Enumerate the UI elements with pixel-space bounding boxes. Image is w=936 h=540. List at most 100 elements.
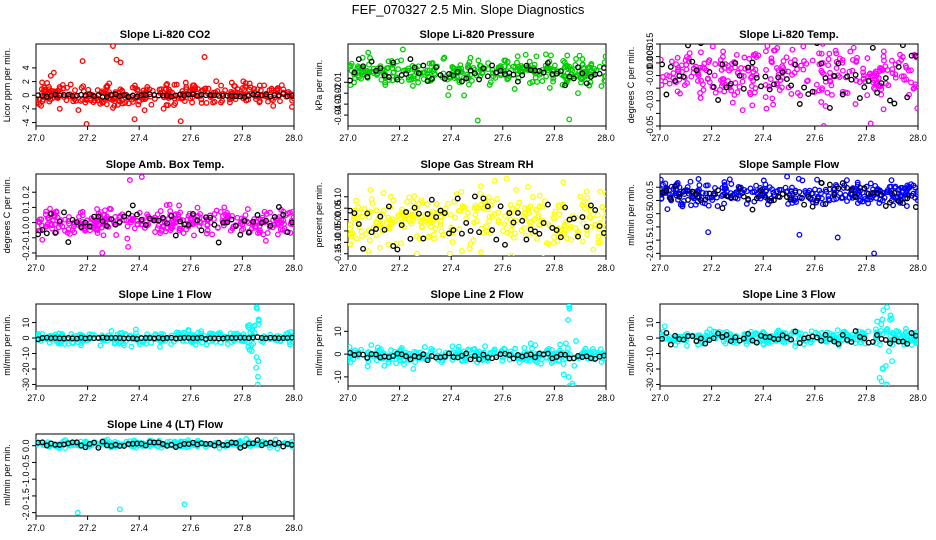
reference-point — [390, 243, 397, 249]
reference-point — [364, 354, 371, 361]
data-point — [809, 57, 816, 64]
reference-point — [390, 59, 397, 66]
reference-point — [861, 84, 868, 91]
data-point — [416, 200, 422, 207]
data-point — [261, 208, 268, 215]
reference-point — [753, 195, 760, 202]
reference-point — [826, 181, 833, 188]
reference-point — [740, 85, 747, 92]
reference-point — [745, 330, 752, 337]
panel-rh: Slope Gas Stream RH 27.0 27.2 27.4 27.6 27.8 2… — [314, 159, 615, 273]
data-point — [839, 67, 846, 74]
data-point — [789, 190, 796, 197]
data-point — [875, 187, 882, 194]
outlier-point — [575, 90, 581, 97]
x-tick-label: 27.2 — [391, 133, 409, 143]
reference-point — [403, 209, 410, 216]
data-point — [562, 227, 569, 234]
data-point — [573, 338, 579, 344]
data-point — [580, 199, 587, 206]
reference-point — [848, 338, 855, 345]
reference-point — [536, 230, 543, 237]
data-point — [717, 86, 723, 93]
data-point — [460, 204, 467, 211]
x-tick-label: 27.6 — [806, 133, 824, 143]
data-point — [266, 87, 273, 94]
reference-point — [805, 91, 812, 98]
data-point — [660, 176, 664, 183]
reference-point — [519, 217, 526, 224]
reference-point — [168, 441, 175, 448]
data-point — [798, 62, 804, 69]
outlier-point — [414, 250, 421, 256]
reference-point — [663, 187, 670, 194]
data-point — [56, 105, 63, 112]
data-point — [80, 83, 87, 90]
data-point — [699, 81, 706, 88]
data-point — [762, 94, 769, 101]
data-point — [113, 232, 120, 238]
data-point — [473, 218, 480, 225]
reference-point — [592, 207, 599, 213]
reference-point — [904, 340, 911, 347]
reference-point — [484, 73, 491, 80]
reference-point — [600, 352, 606, 359]
data-point — [393, 360, 400, 367]
data-point — [70, 98, 77, 105]
data-point — [348, 241, 354, 248]
reference-point — [801, 84, 808, 91]
data-point — [854, 179, 861, 186]
y-tick-label: -4 — [21, 119, 31, 127]
data-point — [39, 236, 46, 243]
reference-point — [865, 78, 872, 84]
data-point — [547, 52, 554, 59]
data-point — [546, 84, 553, 91]
data-point — [770, 101, 777, 108]
data-point — [501, 57, 508, 64]
points-co2 — [36, 44, 294, 126]
y-axis-label: ml/min per min. — [626, 184, 636, 246]
y-tick-label: 0 — [21, 93, 31, 98]
data-point — [751, 188, 758, 195]
x-tick-label: 28.0 — [285, 133, 303, 143]
reference-point — [540, 220, 547, 226]
data-point — [764, 44, 771, 49]
data-point — [790, 328, 797, 335]
panel-pressure: Slope Li-820 Pressure 27.0 27.2 27.4 27.6 27.… — [314, 29, 615, 143]
data-point — [145, 221, 152, 228]
reference-point — [476, 76, 483, 83]
data-point — [487, 349, 494, 356]
reference-point — [544, 201, 551, 208]
x-tick-label: 27.0 — [651, 133, 669, 143]
x-tick-label: 27.6 — [182, 133, 200, 143]
outlier-point — [491, 177, 498, 184]
reference-point — [839, 331, 846, 338]
data-point — [721, 179, 728, 186]
reference-point — [415, 70, 422, 77]
data-point — [562, 219, 569, 226]
reference-point — [544, 59, 551, 66]
reference-point — [420, 235, 427, 242]
reference-point — [82, 444, 89, 451]
data-point — [499, 357, 506, 364]
reference-point — [506, 210, 513, 217]
data-point — [185, 443, 192, 450]
data-point — [694, 77, 701, 84]
data-point — [64, 84, 70, 91]
data-point — [472, 211, 479, 218]
data-point — [564, 52, 571, 59]
data-point — [258, 337, 265, 344]
outlier-point — [879, 316, 886, 323]
data-point — [695, 176, 702, 182]
data-point — [834, 327, 841, 334]
reference-point — [172, 232, 179, 239]
reference-point — [912, 332, 918, 339]
data-point — [595, 233, 602, 240]
data-point — [166, 86, 172, 93]
reference-point — [553, 70, 560, 77]
points-boxtemp — [36, 174, 294, 256]
reference-point — [224, 219, 231, 226]
data-point — [583, 188, 590, 195]
reference-point — [351, 210, 358, 217]
data-point — [704, 182, 711, 189]
